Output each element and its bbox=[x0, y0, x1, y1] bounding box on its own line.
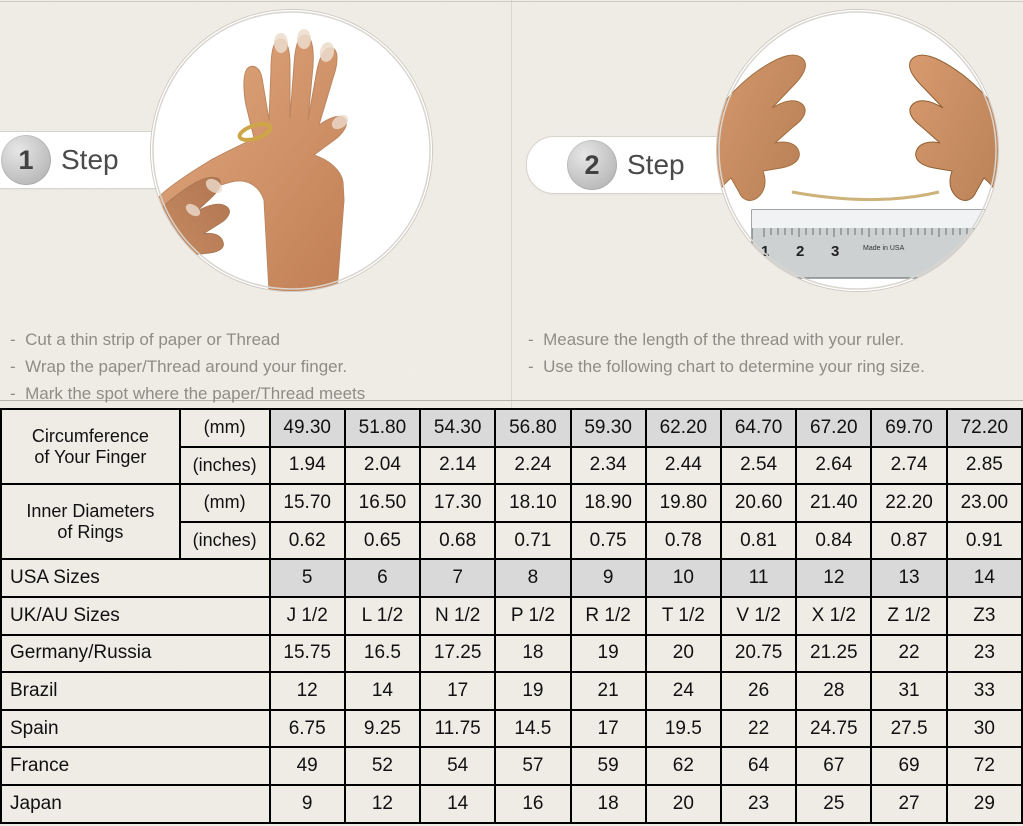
svg-text:Made in USA: Made in USA bbox=[863, 245, 905, 252]
svg-text:3: 3 bbox=[831, 243, 839, 260]
svg-text:2: 2 bbox=[796, 243, 804, 260]
